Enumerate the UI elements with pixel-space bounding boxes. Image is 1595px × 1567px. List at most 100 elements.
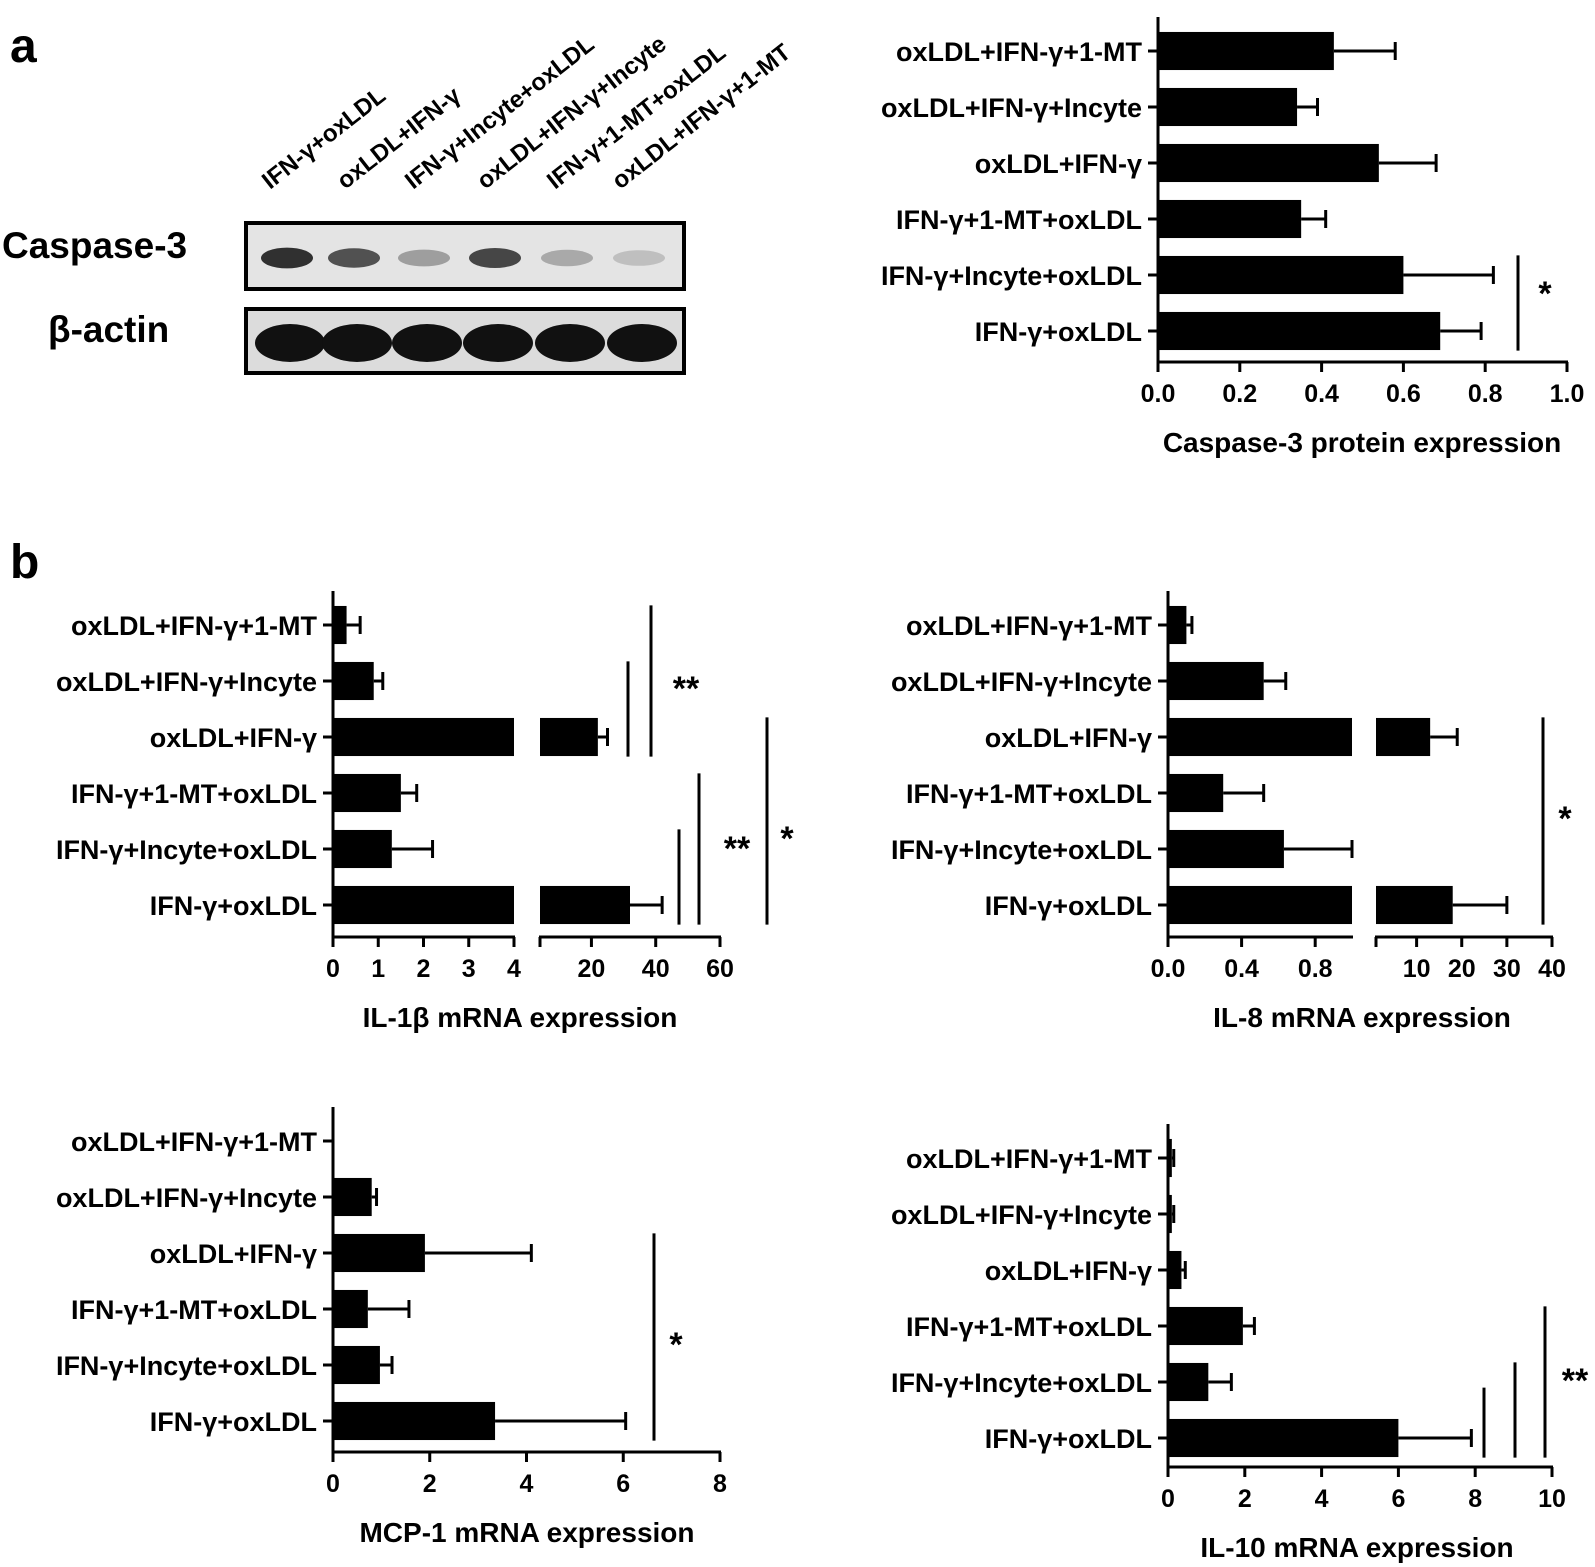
actin-band: [607, 324, 677, 362]
actin-band: [463, 324, 533, 362]
x-tick-label: 0.6: [1386, 380, 1421, 408]
category-label: IFN-γ+Incyte+oxLDL: [56, 835, 317, 865]
x-tick-label: 0.0: [1141, 380, 1176, 408]
x-tick-label: 2: [423, 1470, 437, 1498]
category-label: oxLDL+IFN-γ+Incyte: [56, 667, 317, 697]
x-tick-label: 0: [326, 1470, 340, 1498]
category-label: oxLDL+IFN-γ+1-MT: [906, 611, 1153, 641]
bar: [1168, 829, 1284, 869]
bar: [1168, 605, 1187, 645]
bar: [1158, 87, 1298, 127]
significance-label: **: [1562, 1362, 1589, 1400]
x-tick-label: 2: [1238, 1485, 1252, 1513]
x-tick-label: 10: [1403, 955, 1431, 983]
category-label: oxLDL+IFN-γ: [985, 723, 1152, 753]
category-label: IFN-γ+oxLDL: [975, 317, 1142, 347]
bar: [333, 605, 347, 645]
actin-band: [322, 324, 392, 362]
x-tick-label: 0: [1161, 1485, 1175, 1513]
caspase-band: [469, 248, 521, 268]
bar: [1158, 143, 1379, 183]
category-label: oxLDL+IFN-γ+1-MT: [71, 1127, 318, 1157]
x-tick-label: 6: [1391, 1485, 1405, 1513]
x-tick-label: 0.4: [1224, 955, 1259, 983]
x-tick-label: 1: [371, 955, 385, 983]
x-tick-label: 20: [1448, 955, 1476, 983]
bar: [1158, 311, 1441, 351]
x-tick-label: 4: [507, 955, 521, 983]
lane-label: IFN-γ+oxLDL: [257, 82, 391, 195]
category-label: oxLDL+IFN-γ: [985, 1256, 1152, 1286]
bar: [1168, 885, 1352, 925]
x-tick-label: 0.8: [1298, 955, 1333, 983]
category-label: oxLDL+IFN-γ+Incyte: [891, 1200, 1152, 1230]
x-tick-label: 6: [616, 1470, 630, 1498]
category-label: oxLDL+IFN-γ+1-MT: [71, 611, 318, 641]
category-label: IFN-γ+Incyte+oxLDL: [881, 261, 1142, 291]
x-tick-label: 40: [1538, 955, 1566, 983]
bar: [333, 1177, 372, 1217]
bar: [333, 829, 392, 869]
bar: [540, 717, 598, 757]
bar: [333, 1121, 335, 1161]
category-label: IFN-γ+Incyte+oxLDL: [891, 1368, 1152, 1398]
blot-row-label: β-actin: [48, 309, 169, 350]
x-tick-label: 1.0: [1550, 380, 1585, 408]
x-tick-label: 10: [1538, 1485, 1566, 1513]
bar: [1168, 717, 1352, 757]
il10-chart: oxLDL+IFN-γ+1-MT oxLDL+IFN-γ+Incyte oxLDL+…: [891, 1124, 1589, 1563]
il8-chart: oxLDL+IFN-γ+1-MT oxLDL+IFN-γ+Incyte oxLDL+…: [891, 591, 1572, 1033]
x-tick-label: 2: [417, 955, 431, 983]
bar: [333, 717, 514, 757]
bar: [1168, 1306, 1243, 1346]
category-label: oxLDL+IFN-γ+Incyte: [56, 1183, 317, 1213]
significance-label: *: [669, 1326, 683, 1364]
x-tick-label: 0.4: [1304, 380, 1339, 408]
category-label: oxLDL+IFN-γ+Incyte: [891, 667, 1152, 697]
x-tick-label: 0.0: [1151, 955, 1186, 983]
x-tick-label: 40: [642, 955, 670, 983]
x-tick-label: 0.8: [1468, 380, 1503, 408]
significance-label: **: [673, 670, 700, 708]
bar: [1168, 773, 1224, 813]
category-label: IFN-γ+1-MT+oxLDL: [71, 1295, 317, 1325]
category-label: IFN-γ+1-MT+oxLDL: [71, 779, 317, 809]
panel-label-a: a: [10, 20, 37, 73]
bar: [1158, 31, 1334, 71]
caspase-chart: oxLDL+IFN-γ+1-MT oxLDL+IFN-γ+Incyte oxLDL+…: [881, 17, 1584, 458]
category-label: IFN-γ+oxLDL: [985, 1424, 1152, 1454]
caspase-band: [398, 249, 450, 267]
category-label: oxLDL+IFN-γ+Incyte: [881, 93, 1142, 123]
x-tick-label: 4: [520, 1470, 534, 1498]
x-axis-title: IL-10 mRNA expression: [1200, 1532, 1513, 1563]
bar: [1168, 1250, 1182, 1290]
x-axis-title: IL-1β mRNA expression: [363, 1002, 678, 1033]
bar: [1158, 199, 1302, 239]
il1b-chart: oxLDL+IFN-γ+1-MT oxLDL+IFN-γ+Incyte oxLDL+…: [56, 591, 794, 1033]
x-tick-label: 20: [578, 955, 606, 983]
x-axis-title: Caspase-3 protein expression: [1163, 427, 1561, 458]
category-label: oxLDL+IFN-γ: [150, 723, 317, 753]
western-blot: IFN-γ+oxLDLoxLDL+IFN-γIFN-γ+Incyte+oxLDL…: [2, 31, 796, 375]
category-label: oxLDL+IFN-γ+1-MT: [896, 37, 1143, 67]
category-label: IFN-γ+oxLDL: [985, 891, 1152, 921]
bar: [1168, 1194, 1172, 1234]
category-label: IFN-γ+Incyte+oxLDL: [891, 835, 1152, 865]
caspase-band: [328, 248, 380, 268]
bar: [333, 1233, 425, 1273]
bar: [333, 661, 374, 701]
bar: [1168, 1138, 1172, 1178]
category-label: IFN-γ+Incyte+oxLDL: [56, 1351, 317, 1381]
bar: [540, 885, 630, 925]
category-label: IFN-γ+1-MT+oxLDL: [906, 1312, 1152, 1342]
significance-label: *: [1538, 275, 1552, 313]
caspase-band: [261, 247, 313, 269]
category-label: IFN-γ+1-MT+oxLDL: [896, 205, 1142, 235]
caspase-blot-box: [244, 221, 686, 291]
bar: [1168, 661, 1264, 701]
bar: [333, 773, 401, 813]
x-tick-label: 60: [706, 955, 734, 983]
mcp1-chart: oxLDL+IFN-γ+1-MT oxLDL+IFN-γ+Incyte oxLDL+…: [56, 1107, 727, 1548]
x-tick-label: 8: [1468, 1485, 1482, 1513]
category-label: IFN-γ+oxLDL: [150, 1407, 317, 1437]
